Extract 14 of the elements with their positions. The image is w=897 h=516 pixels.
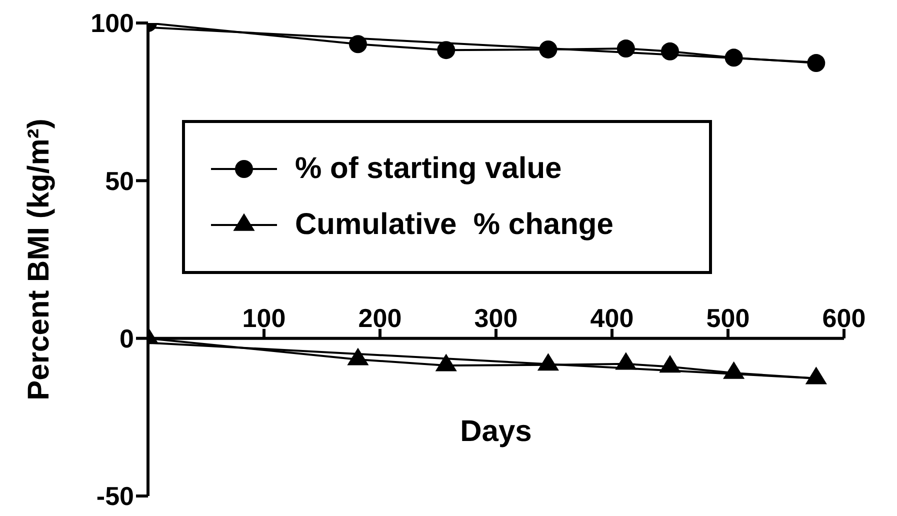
x-tick-label: 600: [822, 302, 866, 333]
y-axis-title: Percent BMI (kg/m²): [22, 118, 56, 400]
legend-label: Cumulative % change: [295, 208, 614, 242]
x-tick-label: 200: [358, 302, 402, 333]
legend-label: % of starting value: [295, 152, 562, 186]
x-tick-label: 400: [590, 302, 634, 333]
x-tick-label: 100: [242, 302, 286, 333]
y-tick-label: 0: [120, 324, 134, 354]
y-tick-label: 100: [90, 8, 134, 38]
y-tick-label: -50: [96, 481, 134, 512]
x-axis-title: Days: [459, 414, 533, 449]
x-tick-label: 300: [474, 302, 518, 333]
y-tick-label: 50: [105, 166, 134, 196]
x-tick-label: 500: [706, 302, 750, 333]
